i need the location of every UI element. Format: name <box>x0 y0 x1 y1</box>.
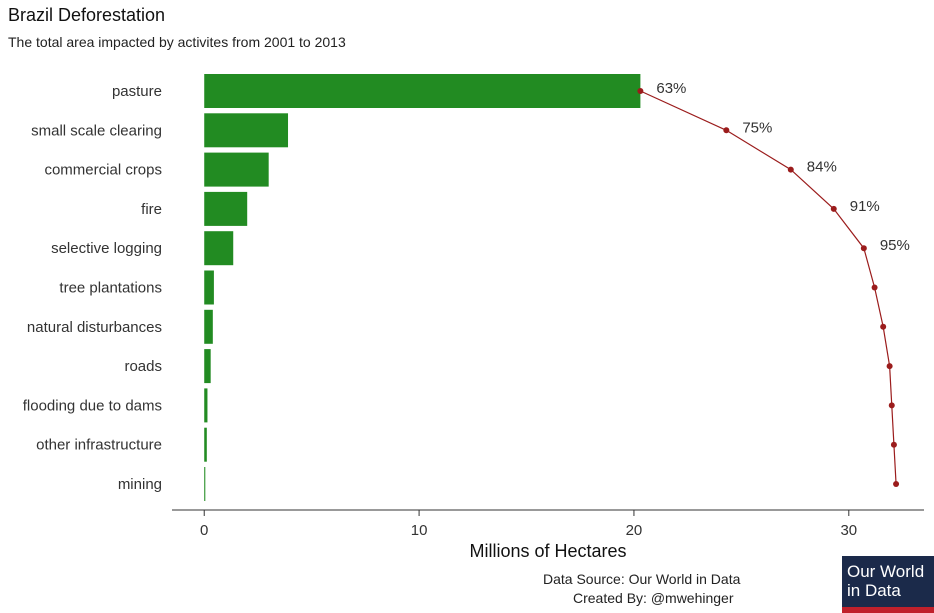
x-tick-label: 10 <box>411 522 428 539</box>
logo-accent-bar <box>842 607 934 613</box>
cumulative-point <box>723 127 730 134</box>
cumulative-percent-label: 84% <box>807 159 837 176</box>
cumulative-point <box>637 88 644 94</box>
x-axis-label: Millions of Hectares <box>469 541 626 561</box>
cumulative-point <box>886 363 893 370</box>
cumulative-line-group: 63% 75% 84% 91% 95% <box>637 80 910 487</box>
bar-commercial-crops <box>204 152 269 187</box>
category-label: natural disturbances <box>27 319 162 336</box>
bar-roads <box>204 349 211 384</box>
cumulative-line <box>640 90 897 485</box>
bar-pasture <box>204 74 641 108</box>
bar-other-infrastructure <box>204 427 207 462</box>
x-tick-label: 20 <box>626 522 643 539</box>
cumulative-point <box>880 323 887 330</box>
category-label: other infrastructure <box>36 437 162 454</box>
category-labels-group: pasture small scale clearing commercial cr… <box>23 83 162 493</box>
x-tick-label: 0 <box>200 522 208 539</box>
category-label: fire <box>141 201 162 218</box>
category-label: mining <box>118 476 162 493</box>
category-label: selective logging <box>51 240 162 257</box>
logo-line-1: Our World <box>847 562 925 581</box>
cumulative-point <box>871 284 878 291</box>
category-label: flooding due to dams <box>23 397 162 414</box>
creator-credit: Created By: @mwehinger <box>573 590 734 606</box>
chart-title: Brazil Deforestation <box>8 5 166 25</box>
cumulative-point <box>893 481 900 487</box>
bar-flooding-due-to-dams <box>204 388 208 423</box>
logo-line-2: in Data <box>847 581 901 600</box>
cumulative-point <box>888 402 895 409</box>
data-source-credit: Data Source: Our World in Data <box>543 571 741 587</box>
category-label: roads <box>124 358 162 375</box>
x-axis: 0 10 20 30 <box>172 509 924 539</box>
cumulative-point <box>860 245 867 252</box>
category-label: small scale clearing <box>31 122 162 139</box>
bar-small-scale-clearing <box>204 113 289 148</box>
cumulative-point <box>787 166 794 173</box>
category-label: commercial crops <box>44 162 162 179</box>
cumulative-point <box>830 205 837 212</box>
category-label: pasture <box>112 83 162 100</box>
our-world-in-data-logo: Our World in Data <box>842 556 934 613</box>
bar-fire <box>204 191 248 226</box>
category-label: tree plantations <box>59 280 162 297</box>
cumulative-point <box>890 441 897 448</box>
bar-natural-disturbances <box>204 309 213 344</box>
cumulative-percent-label: 91% <box>850 198 880 215</box>
cumulative-percent-label: 63% <box>656 80 686 97</box>
bar-tree-plantations <box>204 270 214 305</box>
cumulative-percent-label: 75% <box>742 119 772 136</box>
bars-group <box>204 74 641 501</box>
cumulative-percent-label: 95% <box>880 237 910 254</box>
chart-subtitle: The total area impacted by activites fro… <box>8 34 346 50</box>
x-tick-label: 30 <box>840 522 857 539</box>
bar-mining <box>204 467 206 501</box>
bar-selective-logging <box>204 231 234 266</box>
